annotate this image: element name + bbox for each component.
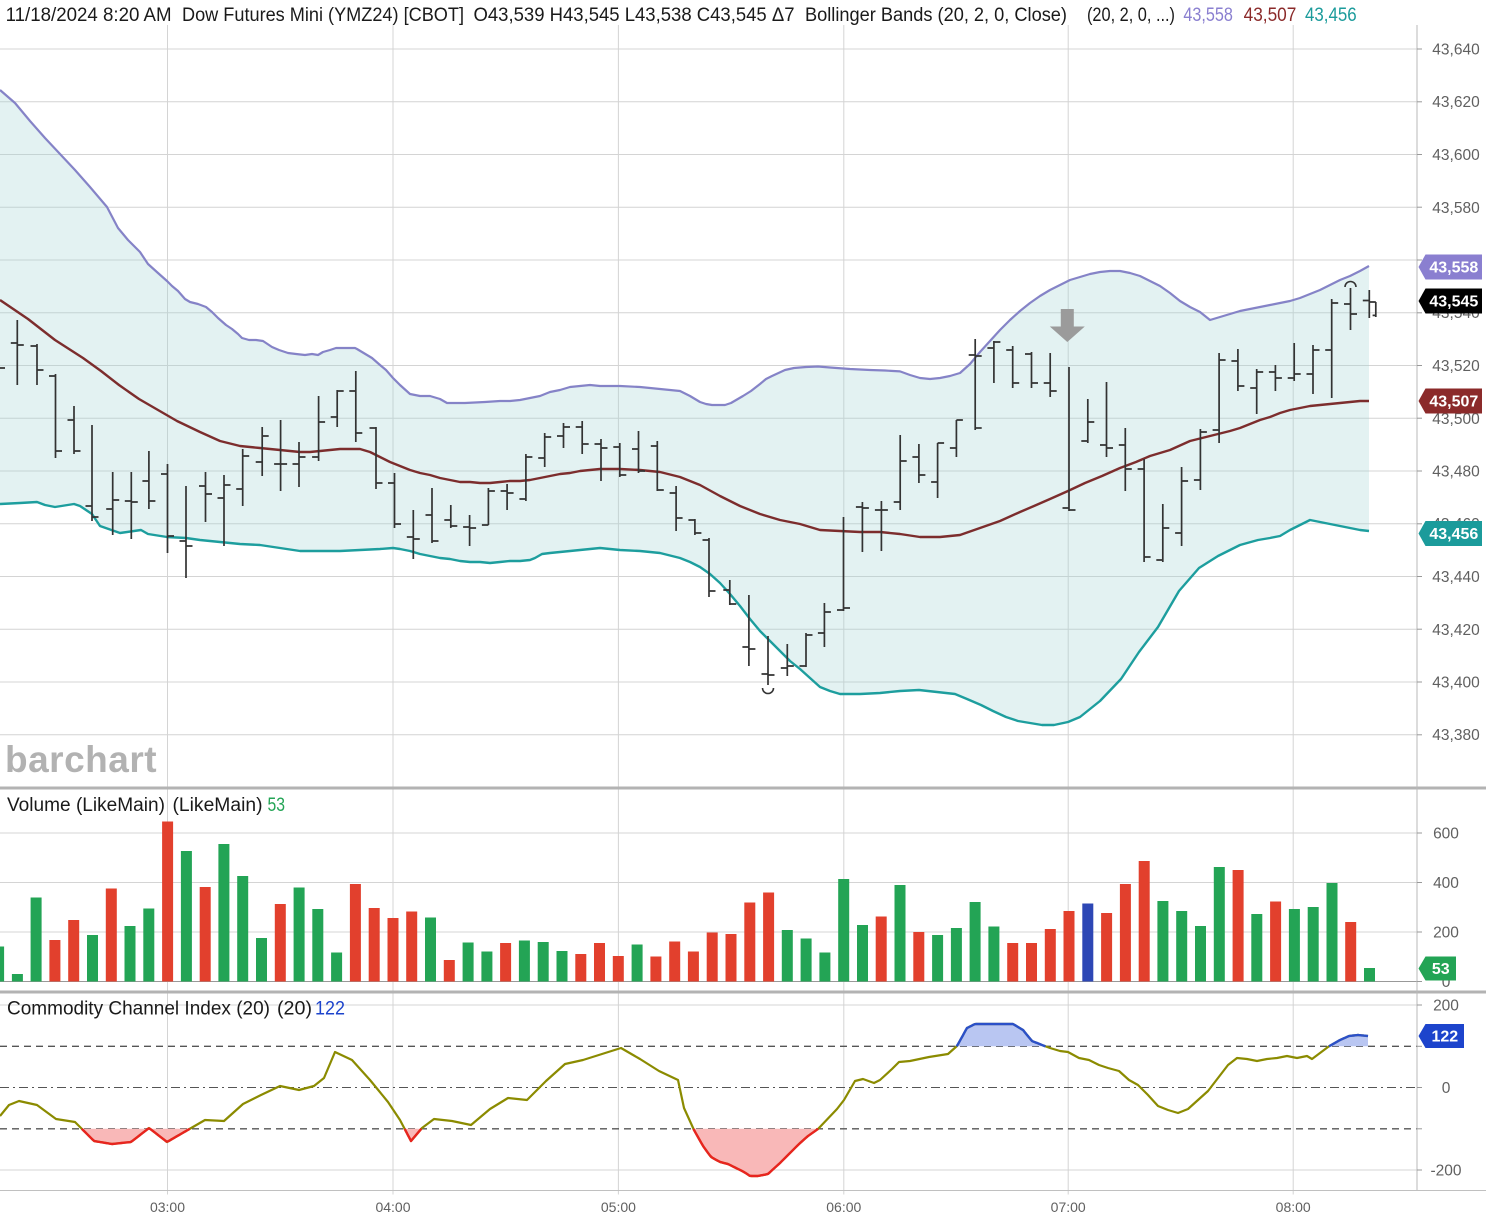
svg-text:122: 122 [315, 999, 345, 1020]
svg-text:43,420: 43,420 [1432, 622, 1480, 639]
svg-text:43,507: 43,507 [1429, 394, 1478, 411]
svg-text:400: 400 [1433, 875, 1459, 892]
svg-text:11/18/2024 8:20 AM: 11/18/2024 8:20 AM [6, 5, 172, 26]
svg-text:Commodity Channel Index (20): Commodity Channel Index (20) [7, 999, 270, 1020]
svg-text:43,500: 43,500 [1432, 411, 1480, 428]
svg-text:43,600: 43,600 [1432, 147, 1480, 164]
svg-text:122: 122 [1431, 1029, 1458, 1046]
svg-text:43,545: 43,545 [1429, 294, 1478, 311]
svg-text:05:00: 05:00 [601, 1199, 636, 1215]
svg-text:04:00: 04:00 [375, 1199, 410, 1215]
svg-text:43,507: 43,507 [1244, 5, 1297, 26]
svg-text:43,400: 43,400 [1432, 675, 1480, 692]
svg-text:53: 53 [268, 795, 286, 816]
svg-text:43,580: 43,580 [1432, 200, 1480, 217]
svg-text:(LikeMain): (LikeMain) [173, 795, 263, 816]
svg-text:03:00: 03:00 [150, 1199, 185, 1215]
svg-text:43,456: 43,456 [1429, 526, 1478, 543]
svg-text:43,440: 43,440 [1432, 569, 1480, 586]
svg-text:43,558: 43,558 [1183, 5, 1233, 26]
svg-text:08:00: 08:00 [1276, 1199, 1311, 1215]
svg-text:0: 0 [1442, 974, 1451, 991]
svg-text:600: 600 [1433, 826, 1459, 843]
svg-text:barchart: barchart [5, 739, 157, 780]
svg-text:43,620: 43,620 [1432, 94, 1480, 111]
svg-text:43,380: 43,380 [1432, 727, 1480, 744]
svg-text:43,520: 43,520 [1432, 358, 1480, 375]
svg-text:Bollinger Bands (20, 2, 0, Clo: Bollinger Bands (20, 2, 0, Close) [805, 5, 1067, 26]
svg-text:(20, 2, 0, ...): (20, 2, 0, ...) [1087, 5, 1175, 26]
svg-text:43,456: 43,456 [1305, 5, 1357, 26]
svg-text:0: 0 [1442, 1080, 1451, 1097]
svg-text:Dow Futures Mini (YMZ24) [CBOT: Dow Futures Mini (YMZ24) [CBOT] [182, 5, 464, 26]
svg-text:200: 200 [1433, 998, 1459, 1015]
svg-text:43,640: 43,640 [1432, 42, 1480, 59]
svg-text:200: 200 [1433, 925, 1459, 942]
svg-text:53: 53 [1432, 961, 1450, 978]
svg-text:O43,539 H43,545 L43,538 C43,54: O43,539 H43,545 L43,538 C43,545 Δ7 [474, 5, 795, 26]
svg-text:06:00: 06:00 [826, 1199, 861, 1215]
svg-text:07:00: 07:00 [1051, 1199, 1086, 1215]
svg-text:43,558: 43,558 [1429, 260, 1478, 277]
svg-text:43,480: 43,480 [1432, 464, 1480, 481]
svg-text:(20): (20) [277, 999, 312, 1020]
svg-text:-200: -200 [1430, 1163, 1461, 1180]
svg-text:Volume (LikeMain): Volume (LikeMain) [7, 795, 165, 816]
